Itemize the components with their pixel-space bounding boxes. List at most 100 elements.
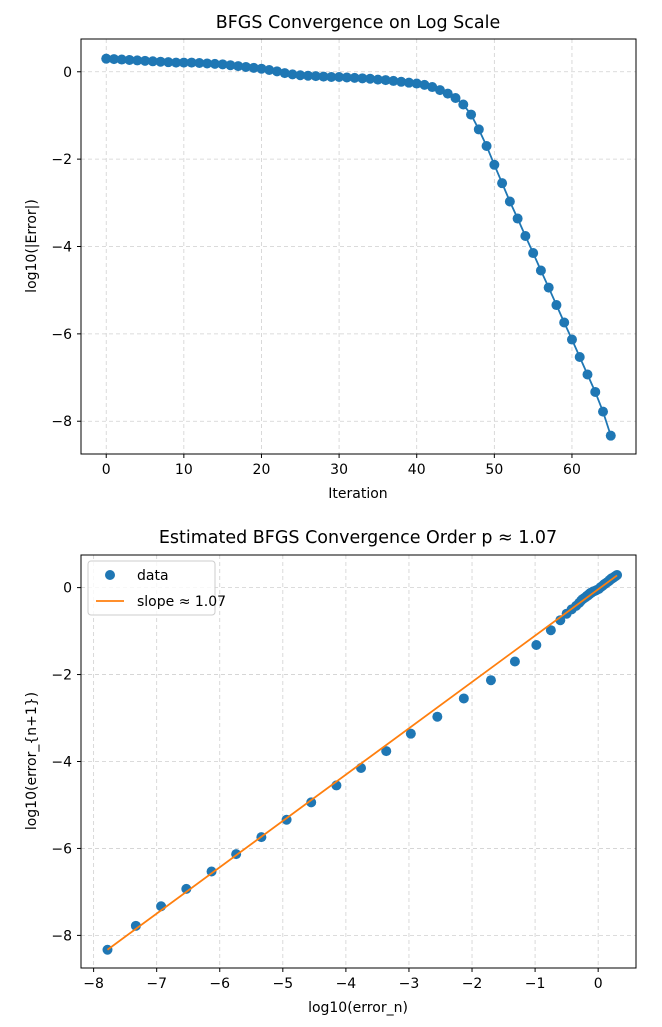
data-point	[181, 883, 192, 894]
x-tick-label: 20	[253, 462, 271, 478]
y-axis-ticks: 0 −2 −4 −6 −8	[51, 65, 81, 430]
data-point	[108, 54, 119, 65]
fit-line	[106, 574, 618, 951]
data-point	[334, 72, 345, 83]
x-axis-ticks: 0 10 20 30 40 50 60	[102, 454, 581, 478]
data-point	[163, 57, 174, 68]
legend-label-fit: slope ≈ 1.07	[137, 594, 226, 610]
data-point	[140, 55, 151, 66]
data-point	[396, 76, 407, 87]
data-point	[388, 75, 399, 86]
legend-marker-data	[105, 570, 115, 580]
data-point	[116, 54, 127, 65]
data-point	[419, 79, 430, 90]
chart-title: BFGS Convergence on Log Scale	[216, 13, 501, 33]
data-point	[130, 920, 141, 931]
data-point	[450, 92, 461, 103]
convergence-chart: BFGS Convergence on Log Scale 0 10 20 30 40 5…	[24, 13, 637, 502]
x-axis-label: Iteration	[328, 486, 387, 502]
data-point	[509, 656, 520, 667]
y-tick-label: −2	[51, 668, 72, 684]
data-point	[380, 75, 391, 86]
x-tick-label: −7	[146, 976, 167, 992]
x-tick-label: −3	[399, 976, 420, 992]
data-point	[489, 159, 500, 170]
y-tick-label: −2	[51, 152, 72, 168]
data-point	[559, 317, 570, 328]
data-point	[101, 53, 112, 64]
x-tick-label: 0	[594, 976, 603, 992]
data-point	[365, 73, 376, 84]
data-point	[186, 57, 197, 68]
series-markers	[101, 53, 616, 441]
x-tick-label: −2	[462, 976, 483, 992]
data-point	[202, 58, 213, 69]
data-point	[240, 61, 251, 72]
data-point	[178, 57, 189, 68]
data-point	[248, 62, 259, 73]
convergence-order-chart: Estimated BFGS Convergence Order p ≈ 1.0…	[24, 528, 637, 1016]
chart-title: Estimated BFGS Convergence Order p ≈ 1.0…	[159, 528, 557, 548]
x-tick-label: 60	[563, 462, 581, 478]
data-point	[194, 58, 205, 69]
data-point	[256, 63, 267, 74]
data-point	[206, 866, 217, 877]
data-point	[582, 369, 593, 380]
data-point	[435, 85, 446, 96]
y-tick-label: −8	[51, 414, 72, 430]
data-point	[381, 746, 392, 757]
data-point	[605, 430, 616, 441]
data-point	[485, 675, 496, 686]
data-point	[555, 615, 566, 626]
gridlines	[81, 39, 636, 454]
data-point	[303, 70, 314, 81]
y-tick-label: −4	[51, 755, 72, 771]
data-point	[598, 406, 609, 417]
data-point	[295, 70, 306, 81]
data-point	[372, 74, 383, 85]
x-tick-label: −8	[83, 976, 104, 992]
x-tick-label: 30	[330, 462, 348, 478]
y-tick-label: 0	[63, 65, 72, 81]
data-point	[326, 72, 337, 83]
data-point	[405, 728, 416, 739]
data-point	[225, 60, 236, 71]
data-point	[512, 213, 523, 224]
data-point	[341, 72, 352, 83]
x-tick-label: 0	[102, 462, 111, 478]
data-point	[264, 65, 275, 76]
data-point	[497, 178, 508, 189]
data-point	[432, 711, 443, 722]
y-tick-label: −4	[51, 240, 72, 256]
data-point	[566, 334, 577, 345]
y-tick-label: −6	[51, 841, 72, 857]
y-axis-label: log10(|Error|)	[24, 199, 40, 293]
data-point	[306, 797, 317, 808]
y-tick-label: −8	[51, 928, 72, 944]
data-point	[531, 639, 542, 650]
data-point	[466, 109, 477, 120]
data-point	[155, 56, 166, 67]
x-tick-label: −5	[272, 976, 293, 992]
data-point	[310, 71, 321, 82]
y-tick-label: −6	[51, 327, 72, 343]
legend: data slope ≈ 1.07	[87, 560, 226, 616]
x-axis-ticks: −8 −7 −6 −5 −4 −3 −2 −1 0	[83, 968, 603, 992]
y-axis-label: log10(error_{n+1})	[24, 692, 40, 830]
data-point	[481, 141, 492, 152]
data-point	[520, 231, 531, 242]
data-point	[318, 71, 329, 82]
data-point	[458, 693, 469, 704]
x-tick-label: 10	[175, 462, 193, 478]
y-axis-ticks: 0 −2 −4 −6 −8	[51, 581, 81, 944]
data-point	[574, 352, 585, 363]
x-tick-label: 40	[408, 462, 426, 478]
data-point	[403, 77, 414, 88]
data-point	[233, 61, 244, 72]
data-point	[124, 54, 135, 65]
data-point	[209, 58, 220, 69]
data-point	[442, 88, 453, 99]
data-point	[504, 196, 515, 207]
data-point	[551, 300, 562, 311]
